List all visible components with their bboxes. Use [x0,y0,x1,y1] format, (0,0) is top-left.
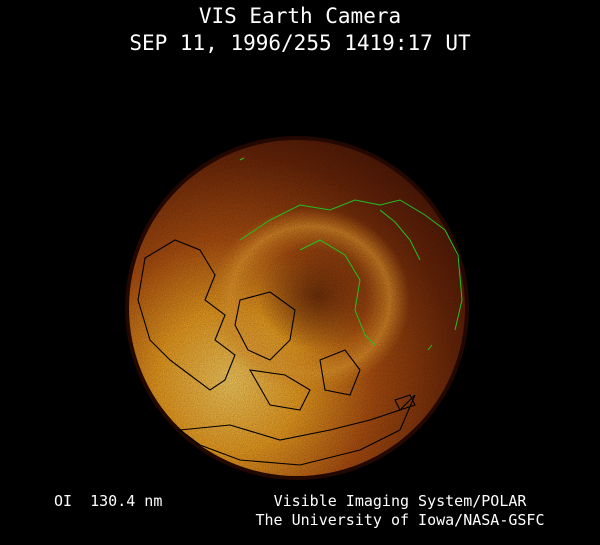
credit-institution: The University of Iowa/NASA-GSFC [255,511,545,529]
disk-noise [129,140,465,476]
nightside-coastlines [239,157,463,351]
credit-instrument: Visible Imaging System/POLAR [273,492,527,510]
dayside-coastlines [137,239,416,466]
wavelength-label: OI 130.4 nm [54,492,163,510]
timestamp: SEP 11, 1996/255 1419:17 UT [129,31,471,55]
image-title: VIS Earth Camera [198,4,402,28]
